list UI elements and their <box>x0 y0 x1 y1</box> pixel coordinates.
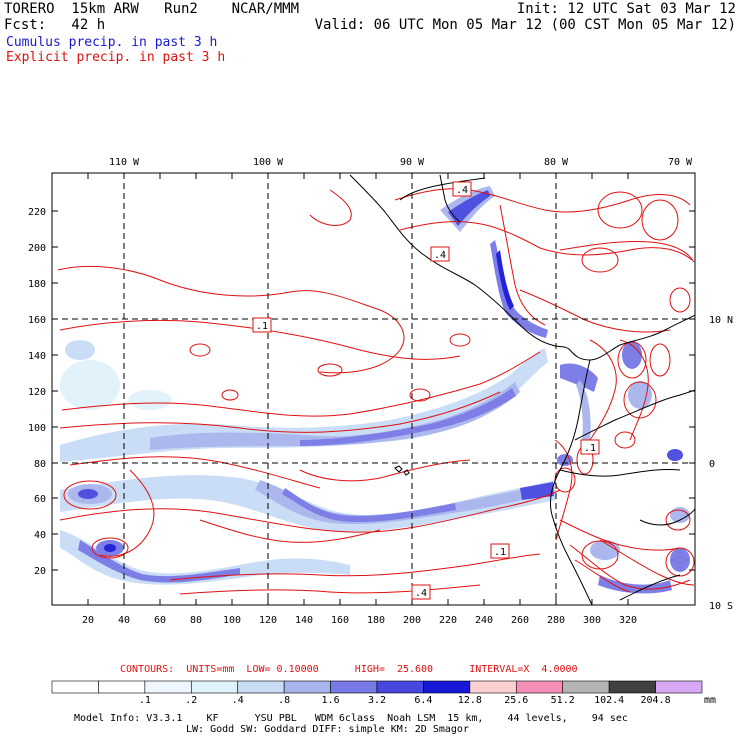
x-tick-label: 60 <box>154 615 166 626</box>
contour-label: .1 <box>490 543 510 559</box>
colorbar-swatch <box>562 680 610 694</box>
x-tick-label: 220 <box>439 615 457 626</box>
colorbar-swatch <box>376 680 424 694</box>
y-tick-label: 120 <box>28 387 46 398</box>
model-info-line2: LW: Godd SW: Goddard DIFF: simple KM: 2D… <box>186 724 469 735</box>
colorbar-swatch <box>608 680 656 694</box>
x-tick-label: 140 <box>295 615 313 626</box>
colorbar-label: 12.8 <box>458 695 482 706</box>
lon-label: 100 W <box>253 157 284 168</box>
lat-lon-grid <box>52 173 695 605</box>
longitude-labels: 110 W 100 W 90 W 80 W 70 W <box>109 157 693 168</box>
svg-text:.4: .4 <box>434 250 446 261</box>
colorbar-swatch <box>190 680 239 694</box>
colorbar-swatch <box>144 680 192 694</box>
lon-label: 90 W <box>400 157 425 168</box>
precip-layer <box>57 174 695 605</box>
forecast-hour: Fcst: 42 h <box>4 17 106 33</box>
y-tick-label: 80 <box>34 459 46 470</box>
y-tick-label: 140 <box>28 351 46 362</box>
x-tick-label: 100 <box>223 615 241 626</box>
contour-label: .4 <box>430 246 450 262</box>
colorbar-swatch <box>423 680 471 694</box>
model-info: Model Info: V3.3.1 KF YSU PBL WDM 6class… <box>74 713 628 735</box>
x-tick-label: 40 <box>118 615 130 626</box>
colorbar-label: 3.2 <box>368 695 386 706</box>
init-time: Init: 12 UTC Sat 03 Mar 12 <box>516 1 736 17</box>
colorbar-swatch <box>98 680 146 694</box>
colorbar-label: 1.6 <box>322 695 340 706</box>
colorbar-label: .8 <box>278 695 290 706</box>
x-tick-label: 200 <box>403 615 421 626</box>
x-tick-label: 260 <box>511 615 529 626</box>
explicit-precip-contours <box>57 188 695 595</box>
y-tick-label: 160 <box>28 315 46 326</box>
x-tick-label: 160 <box>331 615 349 626</box>
colorbar-label: .4 <box>232 695 244 706</box>
x-tick-label: 320 <box>619 615 637 626</box>
lon-label: 80 W <box>544 157 569 168</box>
colorbar-swatch <box>237 680 285 694</box>
x-tick-label: 280 <box>547 615 565 626</box>
contour-label: .4 <box>452 181 472 197</box>
lat-label: 0 <box>709 459 715 470</box>
y-tick-label: 200 <box>28 243 46 254</box>
svg-text:.1: .1 <box>494 547 506 558</box>
x-grid-labels: 20 40 60 80 100 120 140 160 180 200 220 240 260 280 30… <box>82 615 637 626</box>
colorbar-swatch <box>283 680 331 694</box>
x-tick-label: 120 <box>259 615 277 626</box>
latitude-labels: 10 N 0 10 S <box>709 315 733 612</box>
cumulus-precip-shading <box>60 186 690 594</box>
colorbar-unit: mm <box>704 695 716 706</box>
colorbar-label: .1 <box>139 695 151 706</box>
axis-ticks <box>52 173 695 605</box>
colorbar-swatch <box>655 680 703 694</box>
colorbar-label: 6.4 <box>414 695 432 706</box>
lat-label: 10 S <box>709 601 733 612</box>
colorbar-label: 102.4 <box>594 695 624 706</box>
x-tick-label: 300 <box>583 615 601 626</box>
colorbar: .1 .2 .4 .8 1.6 3.2 6.4 12.8 25.6 51.2 102.4 204.8 m… <box>51 680 716 706</box>
svg-text:.4: .4 <box>456 185 468 196</box>
y-tick-label: 220 <box>28 207 46 218</box>
contour-labels: .4 .4 .1 .4 .1 .1 <box>252 181 600 600</box>
x-tick-label: 20 <box>82 615 94 626</box>
y-grid-labels: 20 40 60 80 100 120 140 160 180 200 220 <box>28 207 46 577</box>
contour-label: .1 <box>252 317 272 333</box>
lon-label: 110 W <box>109 157 140 168</box>
colorbar-swatch <box>51 680 99 694</box>
valid-time: Valid: 06 UTC Mon 05 Mar 12 (00 CST Mon … <box>314 17 736 33</box>
cumulus-field-title: Cumulus precip. in past 3 h <box>6 35 218 50</box>
lon-label: 70 W <box>668 157 693 168</box>
y-tick-label: 100 <box>28 423 46 434</box>
colorbar-swatch <box>515 680 564 694</box>
y-tick-label: 40 <box>34 530 46 541</box>
explicit-field-title: Explicit precip. in past 3 h <box>6 50 226 65</box>
colorbar-swatch <box>469 680 517 694</box>
y-tick-label: 180 <box>28 279 46 290</box>
y-tick-label: 20 <box>34 566 46 577</box>
lat-label: 10 N <box>709 315 733 326</box>
svg-text:.1: .1 <box>584 443 596 454</box>
colorbar-label: 51.2 <box>551 695 575 706</box>
colorbar-swatch <box>330 680 378 694</box>
x-tick-label: 80 <box>190 615 202 626</box>
map-frame-bg <box>52 173 695 605</box>
svg-text:.4: .4 <box>415 588 427 599</box>
colorbar-label: .2 <box>185 695 197 706</box>
svg-text:.1: .1 <box>256 321 268 332</box>
colorbar-label: 204.8 <box>641 695 671 706</box>
x-tick-label: 240 <box>475 615 493 626</box>
map-frame <box>51 172 696 606</box>
contour-label: .1 <box>580 439 600 455</box>
model-info-line1: Model Info: V3.3.1 KF YSU PBL WDM 6class… <box>74 713 628 724</box>
colorbar-label: 25.6 <box>504 695 528 706</box>
y-tick-label: 60 <box>34 494 46 505</box>
contour-info: CONTOURS: UNITS=mm LOW= 0.10000 HIGH= 25… <box>120 664 578 675</box>
contour-label: .4 <box>411 584 431 600</box>
model-title: TORERO 15km ARW Run2 NCAR/MMM <box>4 1 300 17</box>
x-tick-label: 180 <box>367 615 385 626</box>
